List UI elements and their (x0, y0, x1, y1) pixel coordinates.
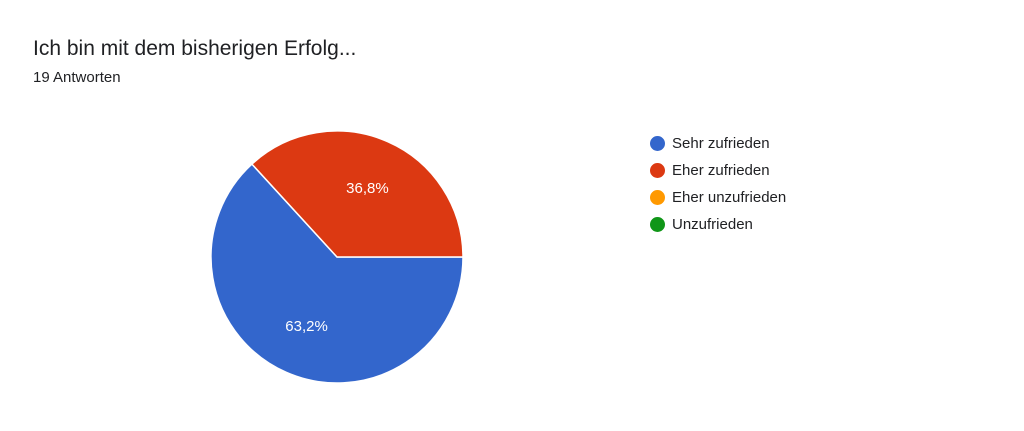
legend-label: Unzufrieden (672, 216, 753, 233)
legend-swatch-icon (650, 163, 665, 178)
legend-label: Sehr zufrieden (672, 135, 770, 152)
legend-swatch-icon (650, 190, 665, 205)
chart-title: Ich bin mit dem bisherigen Erfolg... (33, 37, 357, 60)
legend-item-0[interactable]: Sehr zufrieden (650, 130, 786, 157)
pie-slice-0[interactable] (210, 163, 464, 384)
legend-item-2[interactable]: Eher unzufrieden (650, 184, 786, 211)
legend-label: Eher unzufrieden (672, 189, 787, 206)
legend-label: Eher zufrieden (672, 162, 770, 179)
pie-slice-1[interactable] (250, 130, 464, 258)
response-count: 19 Antworten (33, 69, 121, 86)
pie-slice-label-1: 36,8% (346, 180, 389, 197)
legend-item-3[interactable]: Unzufrieden (650, 211, 786, 238)
legend-item-1[interactable]: Eher zufrieden (650, 157, 786, 184)
pie-slice-label-0: 63,2% (285, 318, 328, 335)
chart-legend: Sehr zufrieden Eher zufrieden Eher unzufri… (650, 130, 786, 238)
legend-swatch-icon (650, 217, 665, 232)
legend-swatch-icon (650, 136, 665, 151)
